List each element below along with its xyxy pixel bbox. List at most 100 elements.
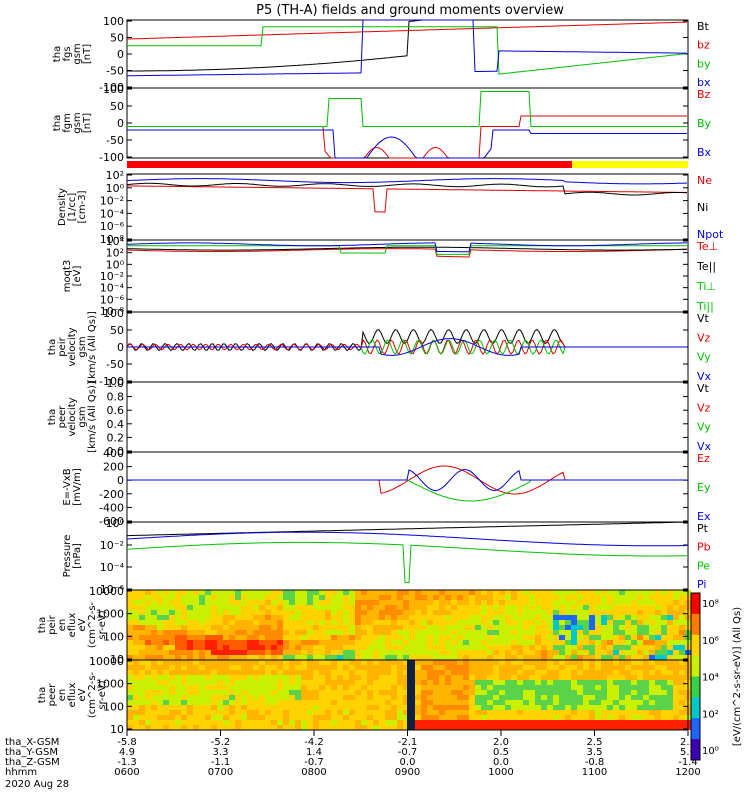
spec-cell — [283, 680, 289, 685]
spec-cell — [487, 650, 493, 655]
x-value: -0.7 — [304, 757, 324, 768]
spec-cell — [445, 615, 451, 620]
spec-cell — [481, 595, 487, 600]
spec-cell — [139, 590, 145, 595]
spec-cell — [469, 680, 475, 685]
spec-cell — [289, 695, 295, 700]
spec-cell — [325, 675, 331, 680]
y-tick-label: 10⁻⁴ — [100, 282, 125, 295]
spec-cell — [253, 720, 259, 725]
spec-cell — [307, 600, 313, 605]
spec-cell — [265, 605, 271, 610]
spec-cell — [313, 720, 319, 725]
spec-cell — [217, 590, 223, 595]
spec-cell — [643, 620, 649, 625]
spec-cell — [403, 630, 409, 635]
spec-cell — [667, 600, 673, 605]
spec-cell — [349, 655, 355, 660]
spec-cell — [337, 590, 343, 595]
spec-cell — [157, 640, 163, 645]
spec-cell — [595, 690, 601, 695]
spec-cell — [445, 610, 451, 615]
spec-cell — [655, 700, 661, 705]
spec-cell — [637, 720, 643, 725]
spec-cell — [583, 590, 589, 595]
spec-cell — [541, 715, 547, 720]
spec-cell — [265, 720, 271, 725]
spec-cell — [241, 655, 247, 660]
y-label-line: (cm^2-s- — [87, 601, 98, 648]
spec-cell — [445, 685, 451, 690]
x-value: 0800 — [301, 767, 326, 778]
spec-cell — [547, 725, 553, 730]
spec-cell — [655, 595, 661, 600]
spec-cell — [655, 590, 661, 595]
legend-entry: Vz — [697, 331, 711, 344]
spec-cell — [277, 715, 283, 720]
spec-cell — [229, 665, 235, 670]
spec-cell — [271, 685, 277, 690]
spec-cell — [655, 710, 661, 715]
spec-cell — [373, 620, 379, 625]
spec-cell — [595, 725, 601, 730]
spec-cell — [277, 650, 283, 655]
spec-cell — [529, 715, 535, 720]
spec-gap — [407, 660, 415, 730]
spec-cell — [475, 650, 481, 655]
spec-cell — [181, 675, 187, 680]
spec-cell — [397, 695, 403, 700]
spec-cell — [427, 675, 433, 680]
spec-cell — [403, 615, 409, 620]
y-axis-label: tha peir en eflux eV (cm^2-s-sr-eV) — [37, 601, 108, 648]
spec-cell — [277, 670, 283, 675]
spec-cell — [433, 650, 439, 655]
spec-cell — [667, 605, 673, 610]
spec-cell — [451, 660, 457, 665]
spec-cell — [241, 715, 247, 720]
spec-cell — [589, 685, 595, 690]
spec-cell — [349, 595, 355, 600]
spec-cell — [133, 615, 139, 620]
spec-cell — [187, 660, 193, 665]
ex-trace — [127, 468, 687, 492]
spec-cell — [457, 640, 463, 645]
spec-cell — [415, 710, 421, 715]
spec-cell — [547, 720, 553, 725]
spec-cell — [595, 615, 601, 620]
spec-cell — [283, 710, 289, 715]
spec-cell — [277, 665, 283, 670]
spec-cell — [133, 595, 139, 600]
spec-cell — [181, 725, 187, 730]
spec-cell — [181, 625, 187, 630]
spec-cell — [625, 705, 631, 710]
y-label-line: gsm — [77, 336, 88, 357]
spec-cell — [337, 685, 343, 690]
spec-cell — [475, 675, 481, 680]
spec-cell — [655, 625, 661, 630]
spec-cell — [301, 620, 307, 625]
spec-cell — [319, 725, 325, 730]
spec-cell — [193, 705, 199, 710]
colorbar-segment — [691, 613, 700, 636]
spec-cell — [619, 630, 625, 635]
spec-cell — [571, 645, 577, 650]
spec-cell — [571, 640, 577, 645]
y-tick-label: 1000 — [96, 678, 124, 691]
spec-cell — [385, 595, 391, 600]
spec-cell — [613, 670, 619, 675]
spec-cell — [229, 595, 235, 600]
spec-cell — [643, 670, 649, 675]
spec-cell — [289, 600, 295, 605]
spec-cell — [241, 710, 247, 715]
spec-cell — [337, 615, 343, 620]
spec-cell — [415, 650, 421, 655]
spec-cell — [373, 600, 379, 605]
y-label-line: Pressure — [62, 535, 73, 578]
spec-cell — [181, 690, 187, 695]
spec-cell — [589, 710, 595, 715]
by-trace — [127, 26, 688, 75]
spec-cell — [505, 610, 511, 615]
spec-cell — [235, 690, 241, 695]
spec-cell — [139, 725, 145, 730]
spec-cell — [511, 685, 517, 690]
